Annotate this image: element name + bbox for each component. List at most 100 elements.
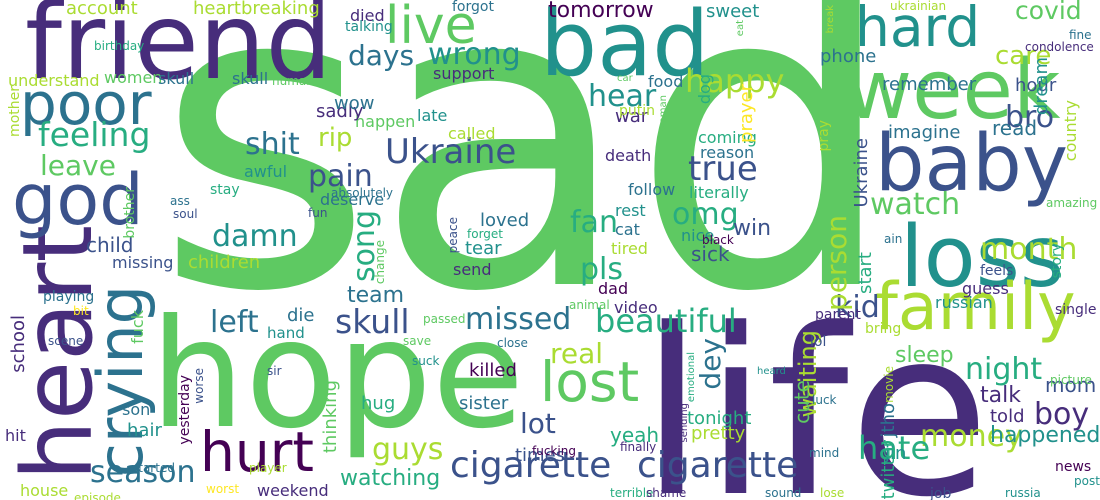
word: send <box>453 260 492 279</box>
word: yeah <box>610 423 660 447</box>
word: omg <box>672 197 739 232</box>
word: sadly <box>316 101 364 122</box>
word: follow <box>628 180 676 199</box>
word: break <box>825 5 836 34</box>
word: tomorrow <box>548 0 654 23</box>
word: weekend <box>257 481 329 500</box>
word: happen <box>355 112 416 131</box>
word: fine <box>1069 28 1092 42</box>
word: lot <box>520 407 556 440</box>
word: skull <box>335 302 410 341</box>
word: house <box>20 481 69 500</box>
word: die <box>287 305 315 326</box>
word: hear <box>588 79 657 114</box>
word: killed <box>469 360 517 381</box>
word: finally <box>620 440 657 454</box>
word: true <box>688 149 758 189</box>
word: skull <box>158 69 195 88</box>
word: children <box>188 252 261 273</box>
word: lost <box>540 350 640 414</box>
word: stay <box>210 182 240 198</box>
word: fuck <box>128 310 147 344</box>
word: forgot <box>452 0 494 15</box>
word: happy <box>685 62 785 100</box>
word: care <box>995 41 1052 71</box>
word: bad <box>540 0 710 97</box>
word: told <box>990 406 1025 427</box>
word: story <box>1049 243 1065 279</box>
word: guys <box>372 432 444 467</box>
word: hate <box>858 429 931 467</box>
word: hand <box>267 324 305 342</box>
word: cat <box>615 220 640 239</box>
word: literally <box>689 183 749 202</box>
word: soul <box>173 207 198 221</box>
word: night <box>965 352 1043 387</box>
word: loss <box>900 208 1065 307</box>
word: god <box>12 159 144 241</box>
word: worst <box>206 482 240 496</box>
word: change <box>373 240 387 285</box>
word: thinking <box>320 380 341 454</box>
word: brother <box>122 187 138 239</box>
word: fucking <box>532 444 576 458</box>
word: child <box>86 233 134 257</box>
word: pls <box>580 252 624 287</box>
word: boy <box>1034 397 1090 432</box>
word: rip <box>318 123 353 153</box>
word: movie <box>882 366 896 403</box>
word: baby <box>875 119 1068 209</box>
word: missed <box>465 302 572 337</box>
word: jin <box>885 443 907 464</box>
word: poor <box>20 70 152 138</box>
word: dog <box>695 74 714 105</box>
word: dream <box>1031 57 1052 116</box>
word: week <box>845 43 1061 138</box>
word: leave <box>40 149 116 182</box>
word: pray <box>816 120 832 152</box>
word: bring <box>865 321 902 337</box>
word: animal <box>569 298 610 312</box>
word: scene <box>48 334 84 348</box>
word: fun <box>308 206 328 220</box>
word: feels <box>980 263 1014 279</box>
word: luck <box>812 393 837 407</box>
word: playing <box>43 289 95 305</box>
word: person <box>820 215 853 311</box>
word: days <box>348 39 415 72</box>
word: sister <box>459 393 509 414</box>
word: sad <box>155 0 898 384</box>
word: worse <box>192 368 206 404</box>
word: real <box>550 337 604 370</box>
word: coming <box>698 128 757 147</box>
word: hope <box>150 288 525 462</box>
word: called <box>448 124 496 143</box>
word: condolence <box>1025 40 1094 54</box>
word: friend <box>25 0 333 103</box>
word: tear <box>465 238 502 259</box>
word: women <box>104 68 163 87</box>
word: player <box>249 461 287 475</box>
word: close <box>497 336 528 350</box>
word: live <box>385 0 477 56</box>
word: late <box>417 106 448 125</box>
word: start <box>855 252 876 294</box>
word: school <box>8 315 29 373</box>
word: forget <box>467 227 503 241</box>
word: pretty <box>691 423 746 444</box>
word: prayer <box>736 84 757 143</box>
word: deserve <box>320 190 385 209</box>
word: ukrainian <box>890 0 947 13</box>
word: hit <box>5 426 26 445</box>
word: save <box>403 334 432 348</box>
word: video <box>614 298 658 317</box>
word: sending <box>679 403 690 443</box>
word: post <box>1074 474 1100 488</box>
word: talk <box>980 383 1021 408</box>
word: shit <box>245 127 300 162</box>
word: black <box>702 233 734 247</box>
word: job <box>930 486 952 500</box>
word: heard <box>757 366 786 377</box>
word: ass <box>170 194 190 208</box>
